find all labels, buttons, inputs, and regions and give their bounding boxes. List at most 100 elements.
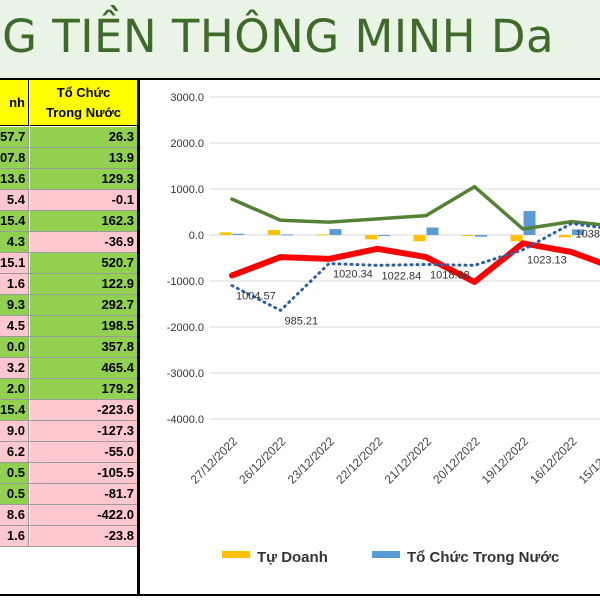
data-label: 1022.84 xyxy=(382,270,422,282)
bar-tu-doanh xyxy=(559,235,571,238)
series-line-2 xyxy=(230,222,600,312)
bar-tu-doanh xyxy=(413,235,426,242)
data-label: 985.21 xyxy=(285,315,319,327)
table-cell-col2: 13.9 xyxy=(30,148,137,168)
table-cell-col2: -23.8 xyxy=(30,526,137,546)
table-cell-col2: 179.2 xyxy=(30,379,137,399)
table-cell-col1: 4.5 xyxy=(0,316,29,336)
bar-to-chuc-trong-nuoc xyxy=(475,235,487,237)
table-cell-col1: 15.1 xyxy=(0,253,29,273)
table-row: 8.6 -422.0 xyxy=(0,505,137,526)
table-row: 4.5 198.5 xyxy=(0,316,137,337)
y-axis: 3000.0 2000.0 1000.0 0.0 -1000.0 -2000.0 -3000… xyxy=(167,92,204,426)
y-tick-label: -2000.0 xyxy=(167,322,204,334)
data-label: 1018.88 xyxy=(430,269,470,281)
lines xyxy=(229,184,600,312)
chart-background xyxy=(140,80,600,594)
table-header-col2-line: Trong Nước xyxy=(46,105,121,120)
table-cell-col2: -55.0 xyxy=(30,442,137,462)
y-tick-label: 2000.0 xyxy=(170,138,204,150)
table-cell-col2: -105.5 xyxy=(30,463,137,483)
table-cell-col1: 3.2 xyxy=(0,358,29,378)
bar-to-chuc-trong-nuoc xyxy=(281,234,293,236)
table-cell-col2: 162.3 xyxy=(30,211,137,231)
table-row: 4.3 -36.9 xyxy=(0,232,137,253)
bar-tu-doanh xyxy=(268,230,280,235)
bar-tu-doanh xyxy=(219,232,232,235)
table-row: 15.4 -223.6 xyxy=(0,400,137,421)
data-label: 1023.13 xyxy=(527,255,567,267)
table-cell-col2: 198.5 xyxy=(30,316,137,336)
data-label: 1020.34 xyxy=(333,269,373,281)
table-cell-col2: 26.3 xyxy=(30,127,137,147)
table-row: 57.7 26.3 xyxy=(0,127,137,148)
y-tick-label: -1000.0 xyxy=(167,276,204,288)
table-header-col2: Tổ Chức Trong Nước xyxy=(30,80,137,126)
y-tick-label: -4000.0 xyxy=(167,414,204,426)
table-cell-col2: 122.9 xyxy=(30,274,137,294)
table-row: 0.5 -105.5 xyxy=(0,463,137,484)
legend: Tự Doanh Tổ Chức Trong Nước xyxy=(222,549,559,566)
data-labels: 1004.57 985.21 1020.34 1022.84 1018.88 1023.1… xyxy=(236,229,600,328)
data-label: 1004.57 xyxy=(236,291,276,303)
table-row: 3.2 465.4 xyxy=(0,358,137,379)
flow-chart: 3000.0 2000.0 1000.0 0.0 -1000.0 -2000.0 -3000… xyxy=(140,80,600,594)
y-tick-label: 3000.0 xyxy=(170,92,204,104)
table-header-col1: nh xyxy=(0,80,29,126)
table-cell-col1: 13.6 xyxy=(0,169,29,189)
table-cell-col1: 1.6 xyxy=(0,526,29,546)
bar-to-chuc-trong-nuoc xyxy=(232,233,245,235)
table-cell-col1: 0.5 xyxy=(0,463,29,483)
table-cell-col2: -127.3 xyxy=(30,421,137,441)
bar-to-chuc-trong-nuoc xyxy=(426,227,439,235)
table-cell-col2: -0.1 xyxy=(30,190,137,210)
bar-to-chuc-trong-nuoc xyxy=(329,229,342,235)
table-cell-col2: 357.8 xyxy=(30,337,137,357)
table-cell-col2: 129.3 xyxy=(30,169,137,189)
bar-tu-doanh xyxy=(316,234,329,236)
legend-swatch xyxy=(372,551,400,558)
table-cell-col2: -36.9 xyxy=(30,232,137,252)
table-cell-col1: 0.0 xyxy=(0,337,29,357)
bar-to-chuc-trong-nuoc xyxy=(572,229,584,235)
title-banner: ÒNG TIỀN THÔNG MINH Da xyxy=(0,0,600,80)
table-cell-col1: 2.0 xyxy=(0,379,29,399)
bar-tu-doanh xyxy=(365,235,377,240)
table-header-col2-line: Tổ Chức xyxy=(56,85,111,100)
table-cell-col1: 0.5 xyxy=(0,484,29,504)
table-cell-col1: 9.0 xyxy=(0,421,29,441)
data-table: nh Tổ Chức Trong Nước 57.7 26.3 07.8 13.9 13.… xyxy=(0,80,140,594)
table-row: 07.8 13.9 xyxy=(0,148,137,169)
table-row: 15.4 162.3 xyxy=(0,211,137,232)
y-tick-label: 0.0 xyxy=(189,230,204,242)
table-row: 15.1 520.7 xyxy=(0,253,137,274)
table-cell-col1: 15.4 xyxy=(0,211,29,231)
table-row: 1.6 -23.8 xyxy=(0,526,137,547)
table-cell-col2: -223.6 xyxy=(30,400,137,420)
table-cell-col1: 8.6 xyxy=(0,505,29,525)
bottom-border xyxy=(0,594,600,596)
legend-swatch xyxy=(222,551,250,558)
table-cell-col1: 6.2 xyxy=(0,442,29,462)
bar-to-chuc-trong-nuoc xyxy=(378,235,390,236)
table-cell-col1: 57.7 xyxy=(0,127,29,147)
table-row: 9.3 292.7 xyxy=(0,295,137,316)
data-label: 1038.4 xyxy=(576,229,600,241)
table-cell-col1: 9.3 xyxy=(0,295,29,315)
bar-tu-doanh xyxy=(462,235,474,236)
table-row: 1.6 122.9 xyxy=(0,274,137,295)
table-cell-col2: -81.7 xyxy=(30,484,137,504)
table-cell-col1: 15.4 xyxy=(0,400,29,420)
table-row: 9.0 -127.3 xyxy=(0,421,137,442)
table-cell-col1: 07.8 xyxy=(0,148,29,168)
table-cell-col1: 1.6 xyxy=(0,274,29,294)
y-tick-label: 1000.0 xyxy=(170,184,204,196)
series-line-1 xyxy=(229,240,600,285)
bar-to-chuc-trong-nuoc xyxy=(523,211,536,235)
table-row: 0.5 -81.7 xyxy=(0,484,137,505)
legend-entry: Tự Doanh xyxy=(257,549,328,566)
table-row: 0.0 357.8 xyxy=(0,337,137,358)
legend-entry: Tổ Chức Trong Nước xyxy=(407,549,559,566)
table-header-col1-line: nh xyxy=(9,95,25,110)
table-cell-col2: 292.7 xyxy=(30,295,137,315)
